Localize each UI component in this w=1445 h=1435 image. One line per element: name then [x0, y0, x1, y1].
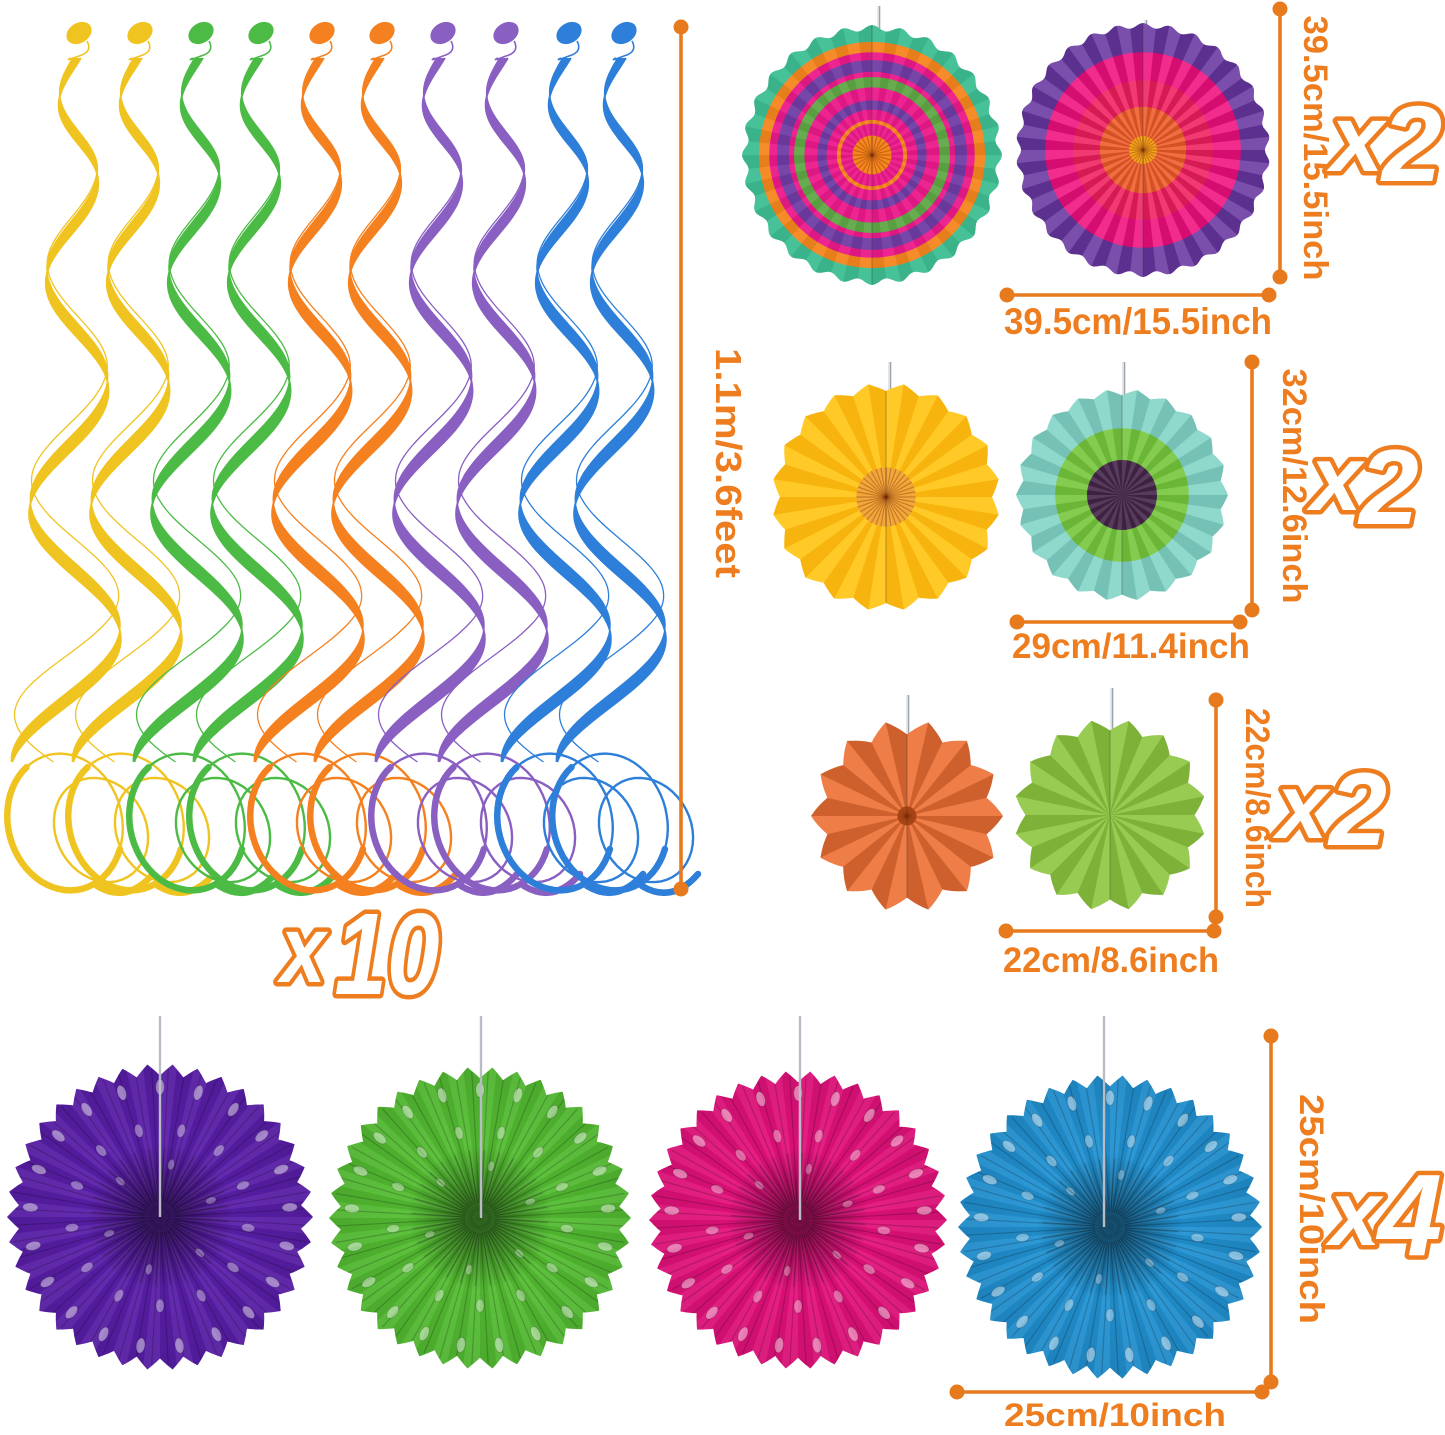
svg-text:22cm/8.6inch: 22cm/8.6inch — [1003, 941, 1219, 980]
svg-text:29cm/11.4inch: 29cm/11.4inch — [1012, 627, 1250, 666]
svg-text:22cm/8.6inch: 22cm/8.6inch — [1238, 708, 1276, 908]
svg-text:x: x — [276, 897, 329, 1003]
svg-text:25cm/10inch: 25cm/10inch — [1292, 1094, 1330, 1324]
svg-text:x: x — [1326, 86, 1388, 192]
svg-text:2: 2 — [1357, 427, 1419, 547]
svg-text:2: 2 — [1380, 83, 1442, 204]
svg-text:4: 4 — [1376, 1150, 1443, 1280]
svg-text:1.1m/3.6feet: 1.1m/3.6feet — [708, 348, 749, 578]
svg-text:x: x — [1324, 1163, 1384, 1265]
svg-text:32cm/12.6inch: 32cm/12.6inch — [1275, 369, 1313, 604]
svg-text:25cm/10inch: 25cm/10inch — [1004, 1397, 1226, 1430]
svg-text:39.5cm/15.5inch: 39.5cm/15.5inch — [1004, 301, 1272, 342]
svg-text:10: 10 — [335, 889, 440, 1019]
svg-text:x: x — [1271, 756, 1331, 858]
svg-text:39.5cm/15.5inch: 39.5cm/15.5inch — [1296, 16, 1334, 281]
svg-text:x: x — [1305, 428, 1365, 530]
svg-text:2: 2 — [1327, 752, 1387, 868]
